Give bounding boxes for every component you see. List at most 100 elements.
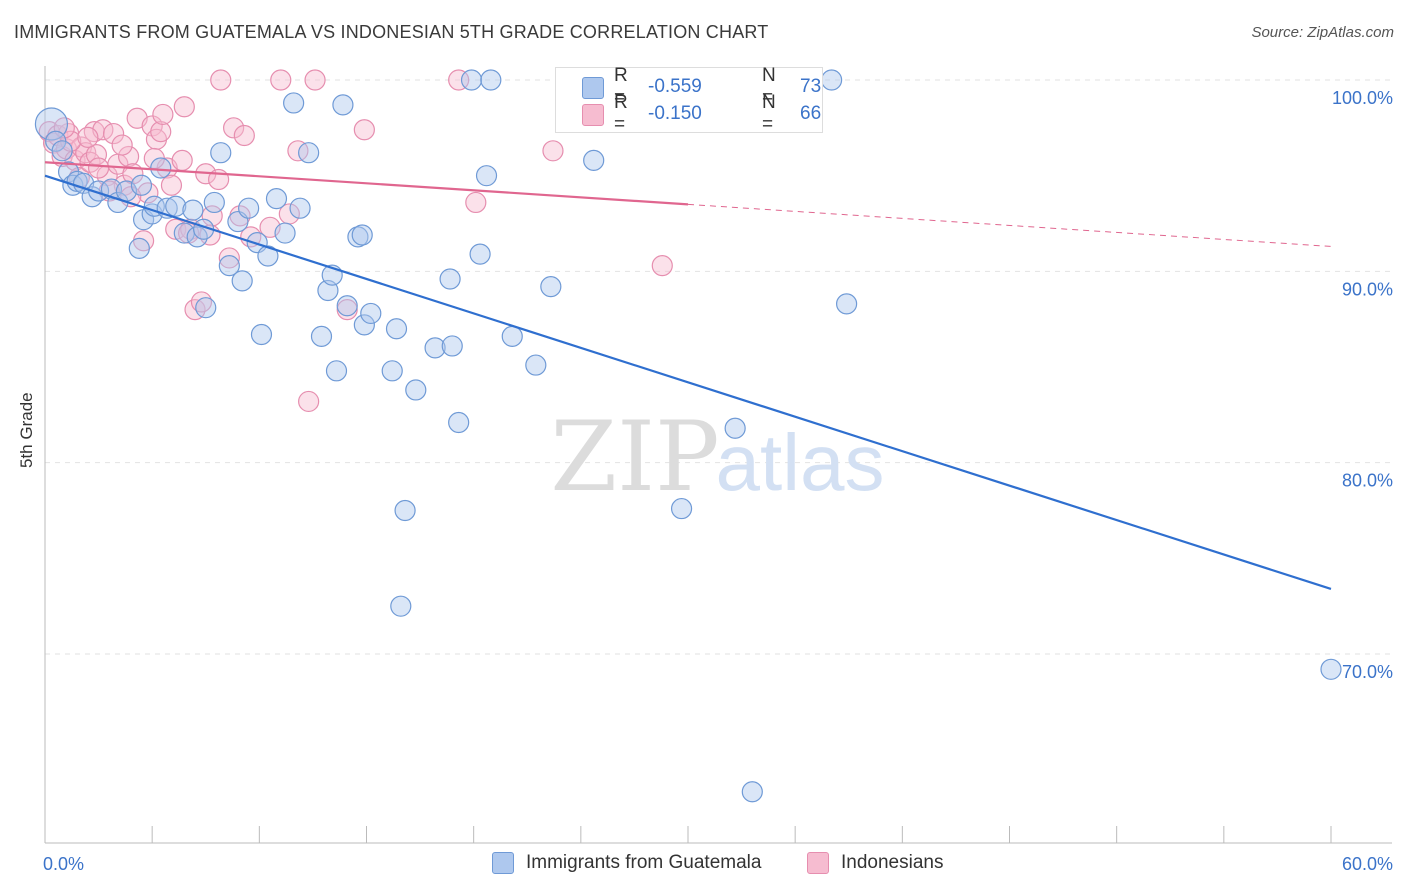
indonesians-point [298,390,320,413]
indonesians-point [542,140,564,162]
x-tick-label: 0.0% [43,854,84,874]
indonesians-point [223,117,245,139]
indonesians-point [152,103,174,126]
axes [44,66,1392,844]
guatemala-point [332,94,354,116]
guatemala-point [394,499,416,522]
indonesians-point [190,291,213,313]
guatemala-point [836,293,858,315]
guatemala-point [670,497,693,520]
indonesians-point [218,247,240,269]
guatemala-point [325,360,348,382]
legend-r-label: R = [614,92,628,135]
guatemala-point [525,354,547,376]
guatemala-point [1320,658,1342,680]
indonesians-point [171,149,193,171]
guatemala-point [360,302,382,325]
guatemala-point [405,379,427,401]
guatemala-point [195,297,217,319]
guatemala-point [351,224,373,246]
legend-n-value: 73 [800,76,822,97]
guatemala-point [336,295,358,317]
legend-item-indonesians[interactable]: Indonesians [807,852,943,874]
indonesians-point [210,69,232,91]
indonesians-point [233,124,255,147]
legend-n-label: N = [762,92,776,135]
indonesians-point [111,134,133,156]
y-tick-label: 80.0% [1342,471,1393,491]
grid-lines [45,79,1392,655]
indonesians-point [465,191,487,214]
guatemala-point [501,325,523,347]
guatemala-point [283,92,305,114]
x-tick-label: 60.0% [1342,854,1393,874]
legend-r-value: -0.150 [648,103,702,124]
guatemala-point [821,69,843,91]
watermark: ZIP atlas [550,401,884,513]
tick-labels: 70.0% 80.0% 90.0% 100.0% 0.0% 60.0% [43,88,1393,874]
indonesians-point [160,174,183,196]
guatemala-trend-line [44,174,1332,590]
indonesians-point [77,126,99,148]
indonesians-point [287,140,309,162]
watermark-zip: ZIP [550,401,719,513]
y-tick-label: 90.0% [1342,279,1393,299]
legend-r-label: R = [614,65,628,108]
guatemala-point [289,197,311,219]
chart-source: Source: ZipAtlas.com [1251,24,1394,41]
guatemala-point [298,142,320,164]
guatemala-point [353,314,375,336]
guatemala-point [257,245,279,267]
guatemala-point [390,595,412,617]
legend-r-value: -0.559 [648,76,702,97]
guatemala-point [203,191,225,214]
guatemala-point [250,323,273,346]
legend-swatch-guatemala [492,852,514,874]
indonesians-point [240,226,262,248]
guatemala-point [238,197,260,219]
legend-label-indonesians: Indonesians [841,852,944,873]
guatemala-point [480,69,502,91]
indonesians-point [304,69,326,91]
guatemala-point [475,165,498,187]
indonesians-point [270,69,292,91]
legend-label-guatemala: Immigrants from Guatemala [526,852,762,873]
legend-n-label: N = [762,65,776,108]
legend-swatch-indonesians [807,852,829,874]
guatemala-point [385,318,408,340]
chart-title: IMMIGRANTS FROM GUATEMALA VS INDONESIAN … [14,22,769,42]
y-tick-label: 100.0% [1332,88,1393,108]
indonesians-point [448,69,470,91]
guatemala-point [51,140,73,162]
guatemala-point [130,174,153,196]
guatemala-point [381,360,403,382]
guatemala-point [460,69,483,91]
guatemala-point [424,337,446,359]
guatemala-point [540,276,562,298]
legend-swatch-indonesians [582,104,604,126]
indonesians-point [353,119,375,141]
guatemala-point [265,188,288,210]
guatemala-point [441,335,463,357]
guatemala-point [150,157,172,179]
guatemala-point [231,270,253,292]
guatemala-point [741,781,763,803]
guatemala-point [469,243,491,265]
indonesians-point [201,205,223,227]
indonesians-point [150,121,172,143]
legend-item-guatemala[interactable]: Immigrants from Guatemala [492,852,761,874]
trend-lines [44,161,1332,590]
guatemala-point [274,222,296,244]
guatemala-points [34,69,1342,803]
indonesians-point [117,145,140,168]
guatemala-point [218,254,240,277]
indonesians-point [53,117,75,139]
guatemala-point [182,199,204,221]
guatemala-point [448,411,470,434]
guatemala-point [439,268,461,290]
guatemala-point [210,142,232,164]
guatemala-point [724,417,746,439]
legend-swatch-guatemala [582,77,604,99]
y-tick-label: 70.0% [1342,662,1393,682]
